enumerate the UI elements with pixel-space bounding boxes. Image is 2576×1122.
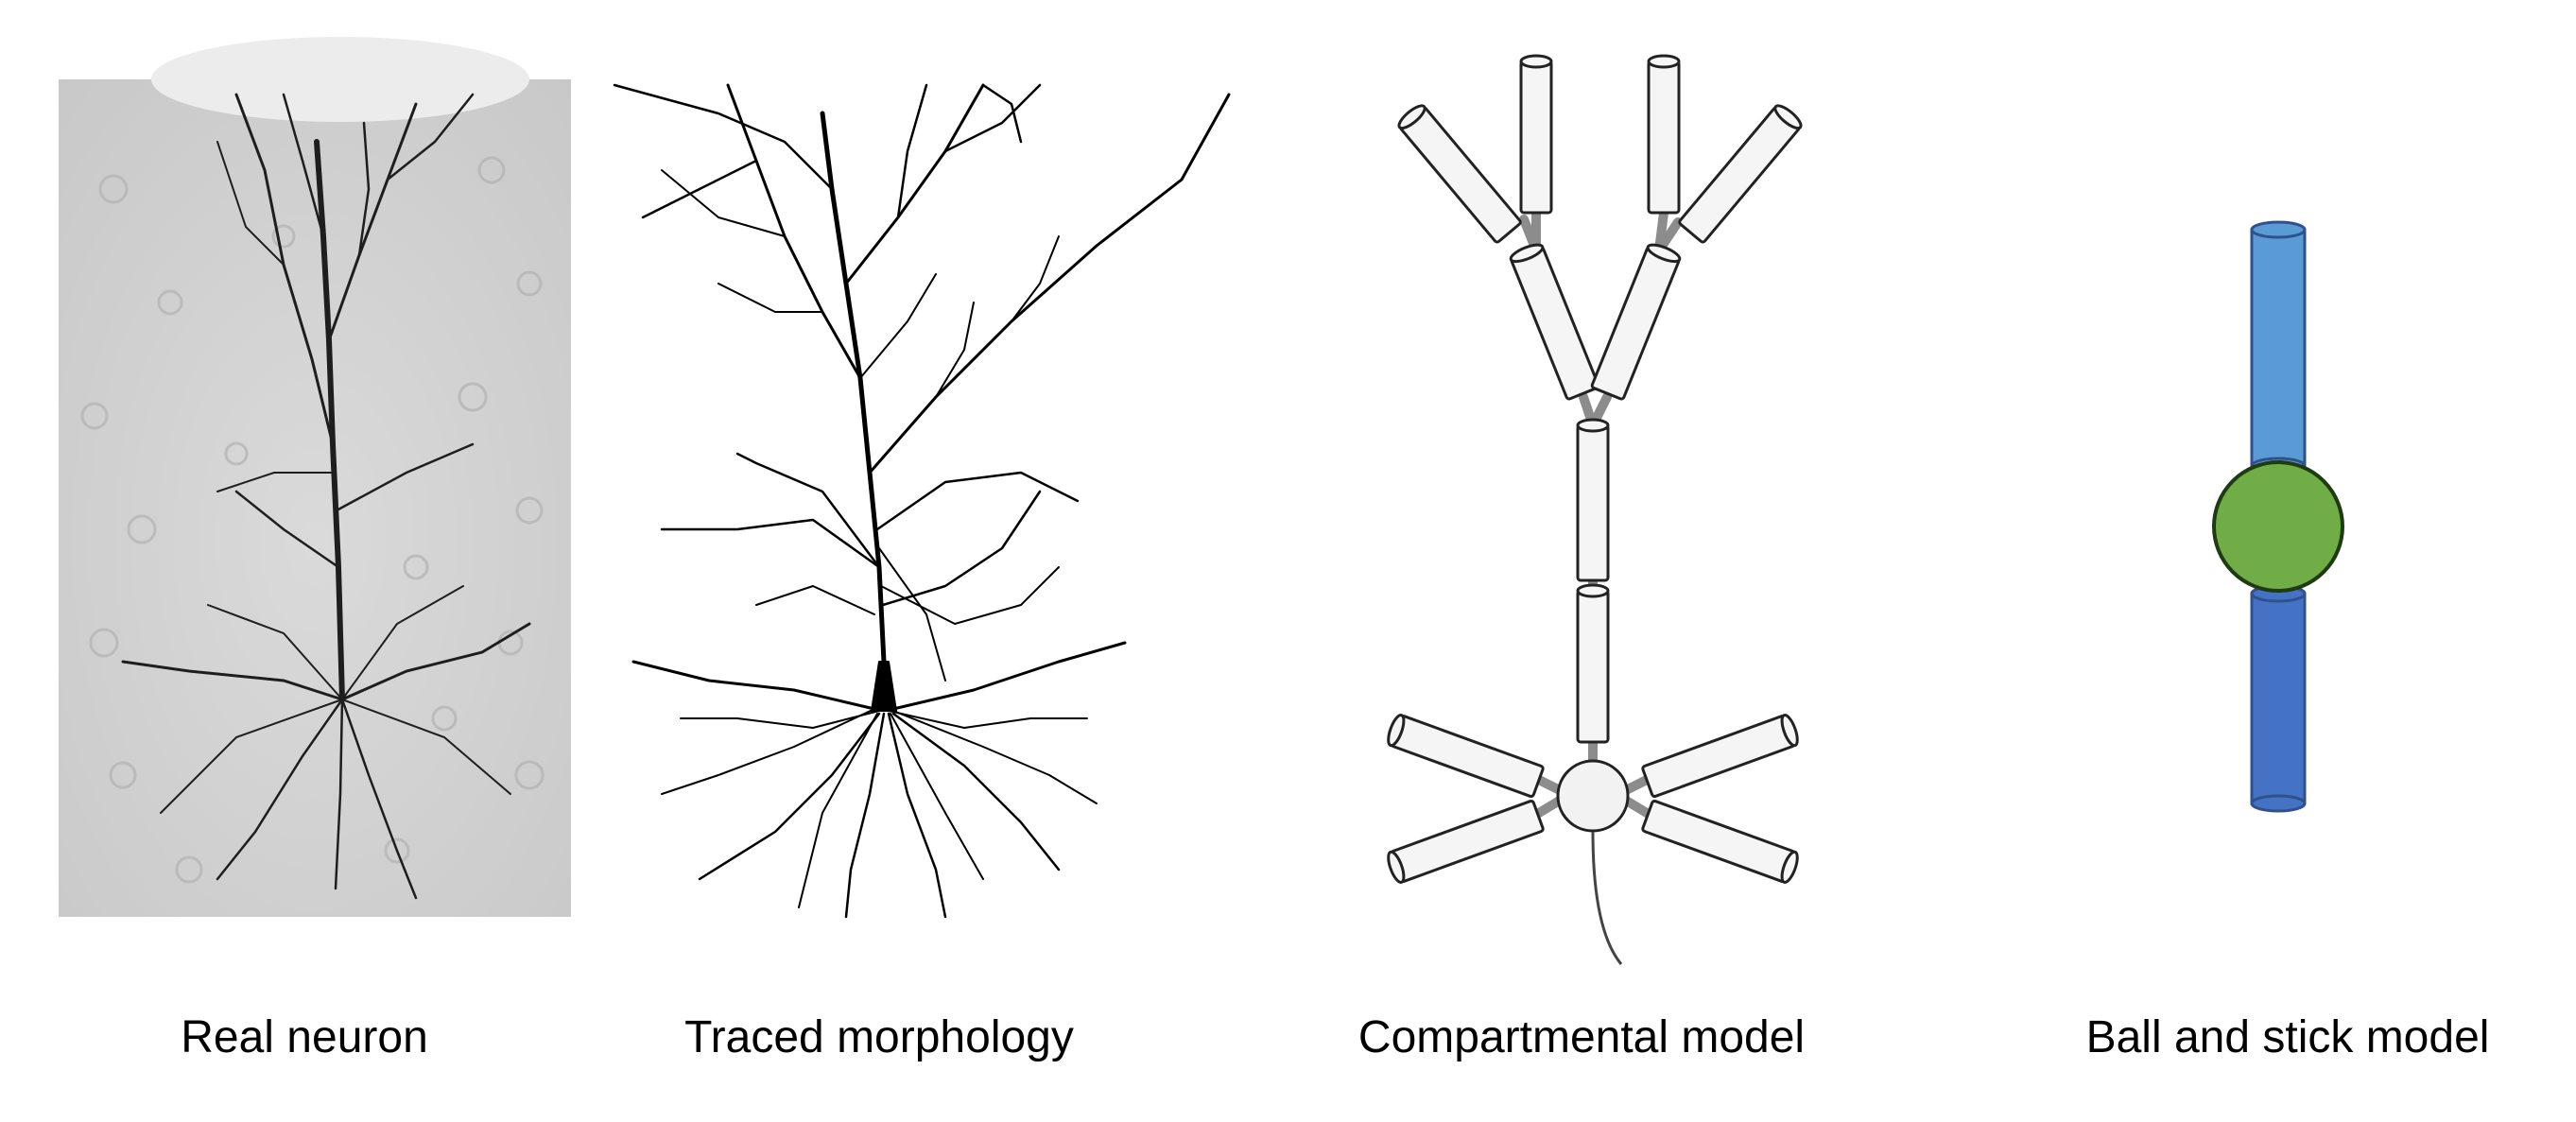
ball-soma [2212,460,2344,593]
caption-traced-morphology: Traced morphology [684,1012,1074,1062]
cell-bodies [80,156,545,884]
apical-dendrite [613,83,1231,665]
caption-ball-and-stick-model: Ball and stick model [2085,1012,2490,1062]
ball-and-stick-panel [2212,220,2344,813]
compartmental-model-panel [1387,54,1803,965]
soma [871,661,897,712]
compartments [1387,54,1803,884]
caption-compartmental-model: Compartmental model [1357,1012,1806,1062]
axon [1591,831,1623,965]
caption-real-neuron: Real neuron [181,1012,428,1062]
stick-top [2250,220,2307,475]
micrograph-bright-region [151,37,529,122]
real-neuron-panel [59,37,571,917]
micrograph-background [59,79,571,917]
oblique-dendrites [660,452,1080,682]
stick-bottom [2250,584,2307,813]
traced-morphology-panel [613,83,1231,919]
basal-dendrites [631,641,1127,919]
soma-sphere [1556,759,1630,833]
stained-neuron [121,93,531,900]
